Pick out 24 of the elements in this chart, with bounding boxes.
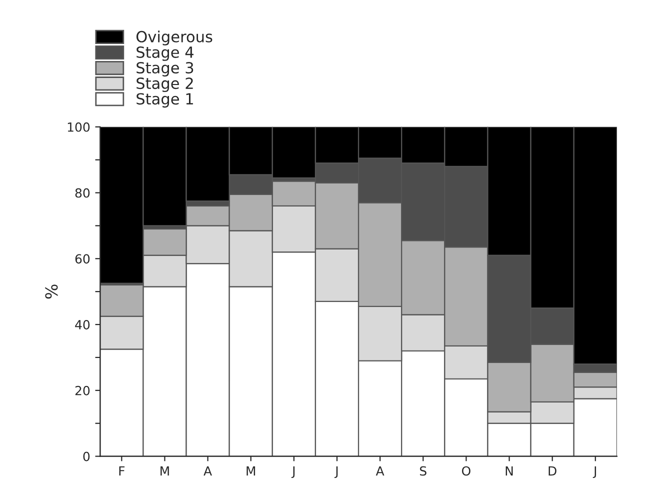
y-axis-title: % <box>45 284 58 299</box>
x-tick-label: N <box>506 466 513 476</box>
y-tick-label: 40 <box>75 320 90 330</box>
x-tick-label: A <box>376 466 384 476</box>
y-tick-label: 80 <box>75 188 90 198</box>
x-tick-label: J <box>334 466 338 478</box>
x-tick-label: J <box>291 466 295 478</box>
x-tick-label: D <box>548 466 556 476</box>
y-tick-label: 20 <box>75 386 90 396</box>
x-tick-label: F <box>119 466 125 476</box>
x-tick-label: M <box>246 466 256 476</box>
y-tick-label: 60 <box>75 254 90 264</box>
legend-label: Stage 2 <box>136 78 193 92</box>
x-tick-label: M <box>160 466 169 476</box>
legend-label: Stage 1 <box>136 93 193 108</box>
x-tick-label: J <box>592 466 596 478</box>
legend-label: Ovigerous <box>136 30 212 46</box>
legend-label: Stage 4 <box>136 46 194 61</box>
x-tick-label: A <box>204 466 212 476</box>
x-tick-label: S <box>420 466 426 476</box>
x-tick-label: O <box>462 466 470 476</box>
y-tick-label: 100 <box>68 122 90 132</box>
legend-label: Stage 3 <box>136 62 194 76</box>
y-tick-label: 0 <box>83 452 90 462</box>
